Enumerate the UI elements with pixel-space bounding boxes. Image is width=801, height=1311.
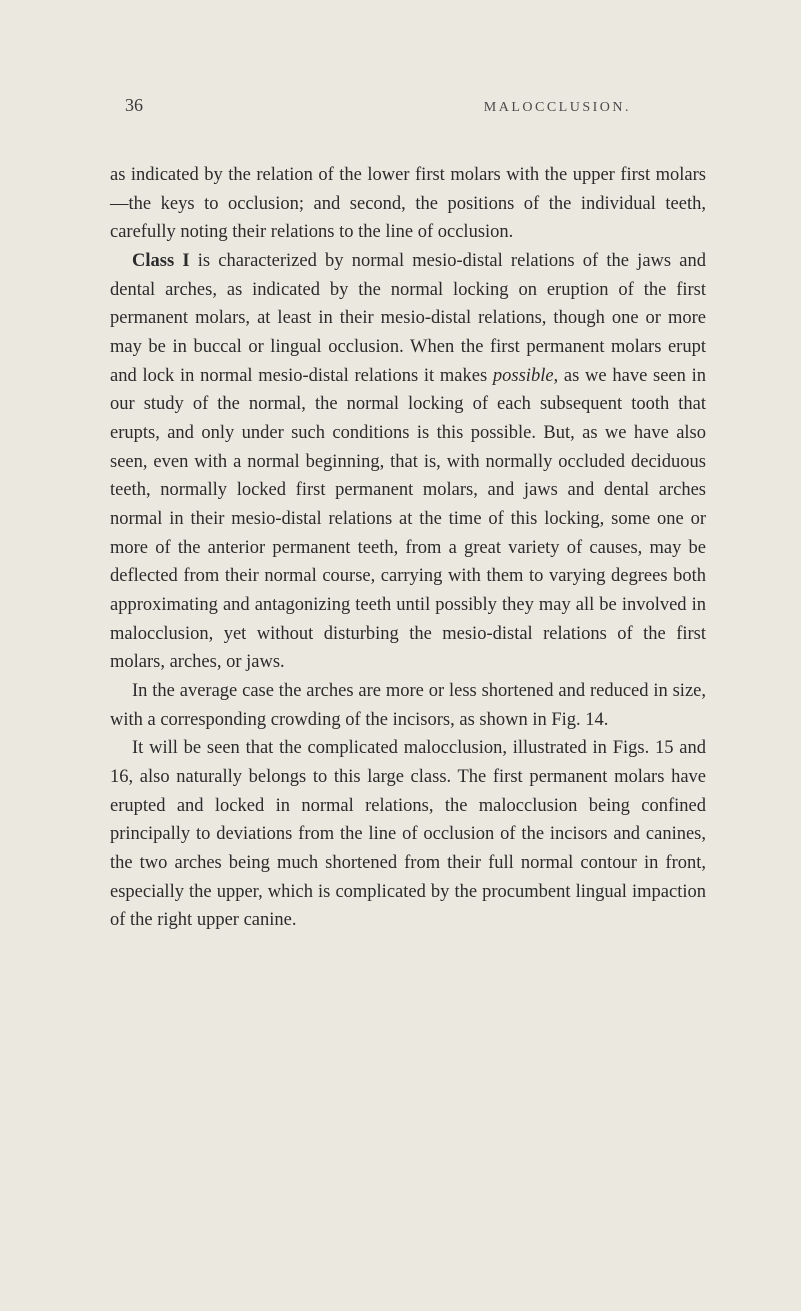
p2-text-b: as we have seen in our study of the norm… [110, 366, 706, 673]
p1-text: as indicated by the relation of the lowe… [110, 165, 706, 242]
p2-italic: possible, [493, 366, 558, 386]
paragraph-2: Class I is characterized by normal mesio… [110, 247, 706, 677]
paragraph-3: In the average case the arches are more … [110, 677, 706, 734]
paragraph-4: It will be seen that the complicated mal… [110, 734, 706, 935]
class-label: Class I [132, 251, 190, 271]
page-number: 36 [125, 95, 143, 116]
p4-text: It will be seen that the complicated mal… [110, 738, 706, 930]
body-text: as indicated by the relation of the lowe… [110, 161, 706, 935]
page-header: 36 MALOCCLUSION. [110, 95, 706, 116]
p3-text: In the average case the arches are more … [110, 681, 706, 730]
paragraph-1: as indicated by the relation of the lowe… [110, 161, 706, 247]
running-title: MALOCCLUSION. [484, 100, 631, 116]
